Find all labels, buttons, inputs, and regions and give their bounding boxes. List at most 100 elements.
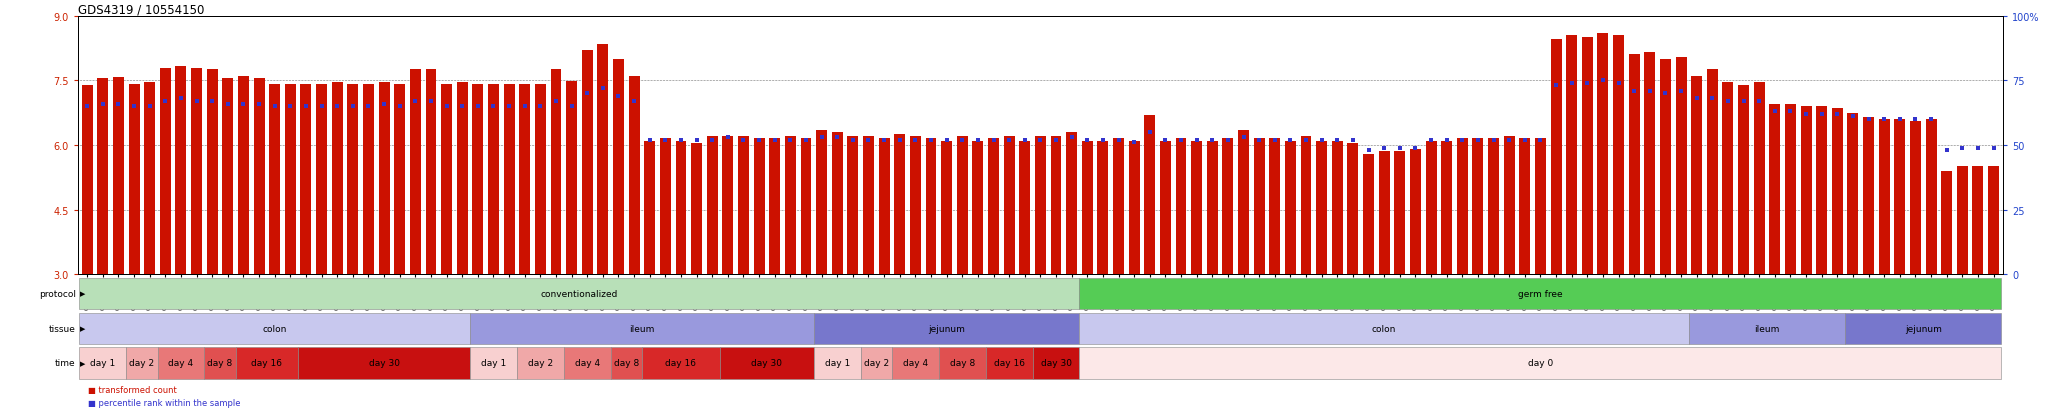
Bar	[707, 137, 717, 275]
Text: germ free: germ free	[1518, 289, 1563, 298]
Bar	[1769, 105, 1780, 275]
Bar	[223, 79, 233, 275]
Bar	[440, 85, 453, 275]
Text: ■ percentile rank within the sample: ■ percentile rank within the sample	[88, 398, 240, 407]
Bar	[1079, 278, 2001, 309]
Bar	[129, 85, 139, 275]
Text: day 30: day 30	[752, 358, 782, 368]
Bar	[1645, 53, 1655, 275]
Bar	[332, 83, 342, 275]
Bar	[113, 78, 125, 275]
Bar	[862, 137, 874, 275]
Text: day 4: day 4	[903, 358, 928, 368]
Bar	[1081, 141, 1094, 275]
Text: ileum: ileum	[1755, 324, 1780, 333]
Bar	[1473, 139, 1483, 275]
Bar	[362, 85, 375, 275]
Bar	[563, 347, 610, 379]
Bar	[1442, 141, 1452, 275]
Bar	[1270, 139, 1280, 275]
Bar	[956, 137, 969, 275]
Bar	[268, 85, 281, 275]
Bar	[1520, 139, 1530, 275]
Bar	[895, 135, 905, 275]
Text: day 1: day 1	[90, 358, 115, 368]
Bar	[176, 67, 186, 275]
Bar	[1614, 36, 1624, 275]
Bar	[160, 69, 170, 275]
Bar	[1690, 313, 1845, 344]
Text: day 1: day 1	[825, 358, 850, 368]
Bar	[1581, 38, 1593, 275]
Bar	[127, 347, 158, 379]
Text: colon: colon	[1372, 324, 1397, 333]
Text: jejunum: jejunum	[1905, 324, 1942, 333]
Bar	[1239, 131, 1249, 275]
Bar	[238, 77, 250, 275]
Bar	[641, 347, 721, 379]
Bar	[690, 143, 702, 275]
Bar	[737, 137, 750, 275]
Bar	[723, 137, 733, 275]
Bar	[1098, 141, 1108, 275]
Text: day 30: day 30	[1040, 358, 1071, 368]
Bar	[676, 141, 686, 275]
Bar	[1894, 120, 1905, 275]
Bar	[1628, 55, 1640, 275]
Bar	[1786, 105, 1796, 275]
Bar	[1378, 152, 1391, 275]
Bar	[426, 70, 436, 275]
Bar	[1661, 59, 1671, 275]
Bar	[236, 347, 299, 379]
Bar	[535, 85, 547, 275]
Bar	[1706, 70, 1718, 275]
Bar	[1972, 167, 1982, 275]
Bar	[254, 79, 264, 275]
Bar	[1753, 83, 1765, 275]
Text: day 4: day 4	[168, 358, 193, 368]
Bar	[348, 85, 358, 275]
Bar	[1942, 171, 1952, 275]
Bar	[1817, 107, 1827, 275]
Text: day 16: day 16	[666, 358, 696, 368]
Bar	[1300, 137, 1311, 275]
Bar	[1020, 141, 1030, 275]
Bar	[1503, 137, 1516, 275]
Bar	[1864, 118, 1874, 275]
Bar	[879, 139, 889, 275]
Bar	[1159, 141, 1171, 275]
Bar	[516, 347, 563, 379]
Text: GDS4319 / 10554150: GDS4319 / 10554150	[78, 4, 205, 17]
Bar	[1128, 141, 1139, 275]
Bar	[207, 70, 217, 275]
Bar	[1364, 154, 1374, 275]
Bar	[659, 139, 672, 275]
Bar	[784, 137, 797, 275]
Bar	[379, 83, 389, 275]
Bar	[158, 347, 205, 379]
Bar	[813, 313, 1079, 344]
Bar	[721, 347, 813, 379]
Bar	[473, 85, 483, 275]
Bar	[848, 137, 858, 275]
Bar	[487, 85, 500, 275]
Bar	[598, 45, 608, 275]
Bar	[1331, 141, 1343, 275]
Bar	[457, 83, 467, 275]
Text: jejunum: jejunum	[928, 324, 965, 333]
Bar	[1692, 77, 1702, 275]
Text: tissue: tissue	[49, 324, 76, 333]
Bar	[1831, 109, 1843, 275]
Bar	[1409, 150, 1421, 275]
Bar	[1847, 113, 1858, 275]
Bar	[1079, 347, 2001, 379]
Bar	[1489, 139, 1499, 275]
Bar	[82, 85, 92, 275]
Text: conventionalized: conventionalized	[541, 289, 618, 298]
Text: day 8: day 8	[614, 358, 639, 368]
Bar	[612, 59, 625, 275]
Bar	[938, 347, 985, 379]
Bar	[1456, 139, 1468, 275]
Bar	[190, 69, 203, 275]
Text: day 0: day 0	[1528, 358, 1552, 368]
